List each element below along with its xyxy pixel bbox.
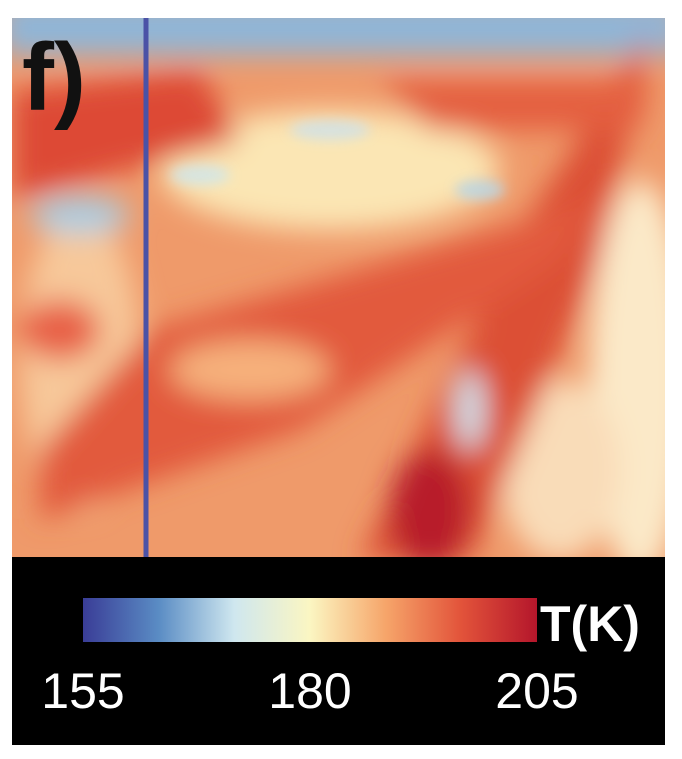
colorbar-panel bbox=[12, 557, 665, 745]
tick-label: 205 bbox=[495, 663, 578, 719]
colorbar bbox=[83, 598, 537, 642]
panel-label: f) bbox=[22, 24, 86, 131]
colorbar-label: T(K) bbox=[540, 596, 640, 652]
tick-label: 155 bbox=[41, 663, 124, 719]
tick-label: 180 bbox=[268, 663, 351, 719]
temperature-map bbox=[12, 18, 665, 557]
